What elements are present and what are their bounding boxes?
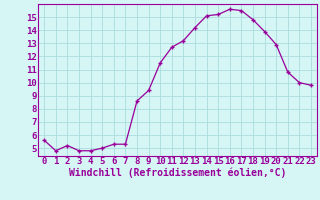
- X-axis label: Windchill (Refroidissement éolien,°C): Windchill (Refroidissement éolien,°C): [69, 168, 286, 178]
